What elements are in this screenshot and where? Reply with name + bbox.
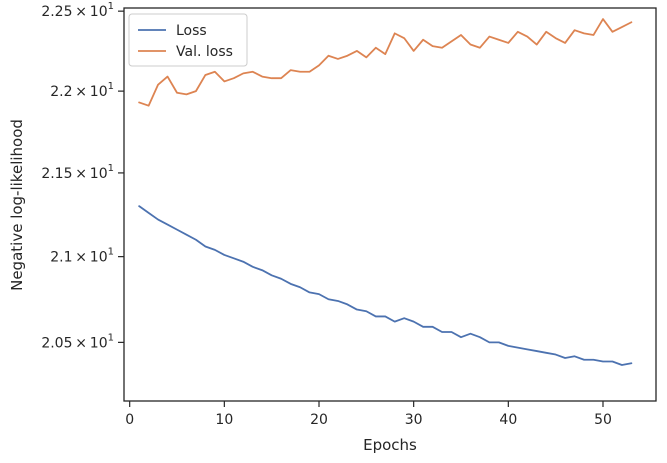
y-tick-label: 2.2 × 101 (50, 81, 114, 100)
plot-frame (123, 7, 657, 402)
x-tick-label: 30 (405, 412, 423, 428)
y-tick-label: 2.1 × 101 (50, 247, 114, 266)
y-tick-label: 2.05 × 101 (41, 332, 114, 351)
x-tick-label: 20 (310, 412, 328, 428)
y-tick-label: 2.15 × 101 (41, 163, 114, 182)
y-axis: 2.05 × 101 2.1 × 101 2.15 × 101 2.2 × 101 2.… (41, 1, 124, 351)
legend: Loss Val. loss (128, 13, 248, 67)
x-tick-label: 50 (594, 412, 612, 428)
legend-frame (128, 13, 248, 67)
legend-label-val-loss: Val. loss (176, 44, 233, 60)
x-tick-label: 40 (499, 412, 517, 428)
series-line-loss (138, 205, 633, 366)
x-axis-label: Epochs (363, 436, 417, 454)
y-tick-label: 2.25 × 101 (41, 1, 114, 20)
series-line-val-loss (138, 18, 633, 107)
legend-label-loss: Loss (176, 23, 207, 39)
x-tick-label: 0 (125, 412, 134, 428)
x-tick-label: 10 (215, 412, 233, 428)
x-axis: 0 10 20 30 40 50 (125, 401, 612, 428)
y-axis-label: Negative log-likelihood (8, 119, 26, 291)
plot-lines (138, 18, 633, 366)
